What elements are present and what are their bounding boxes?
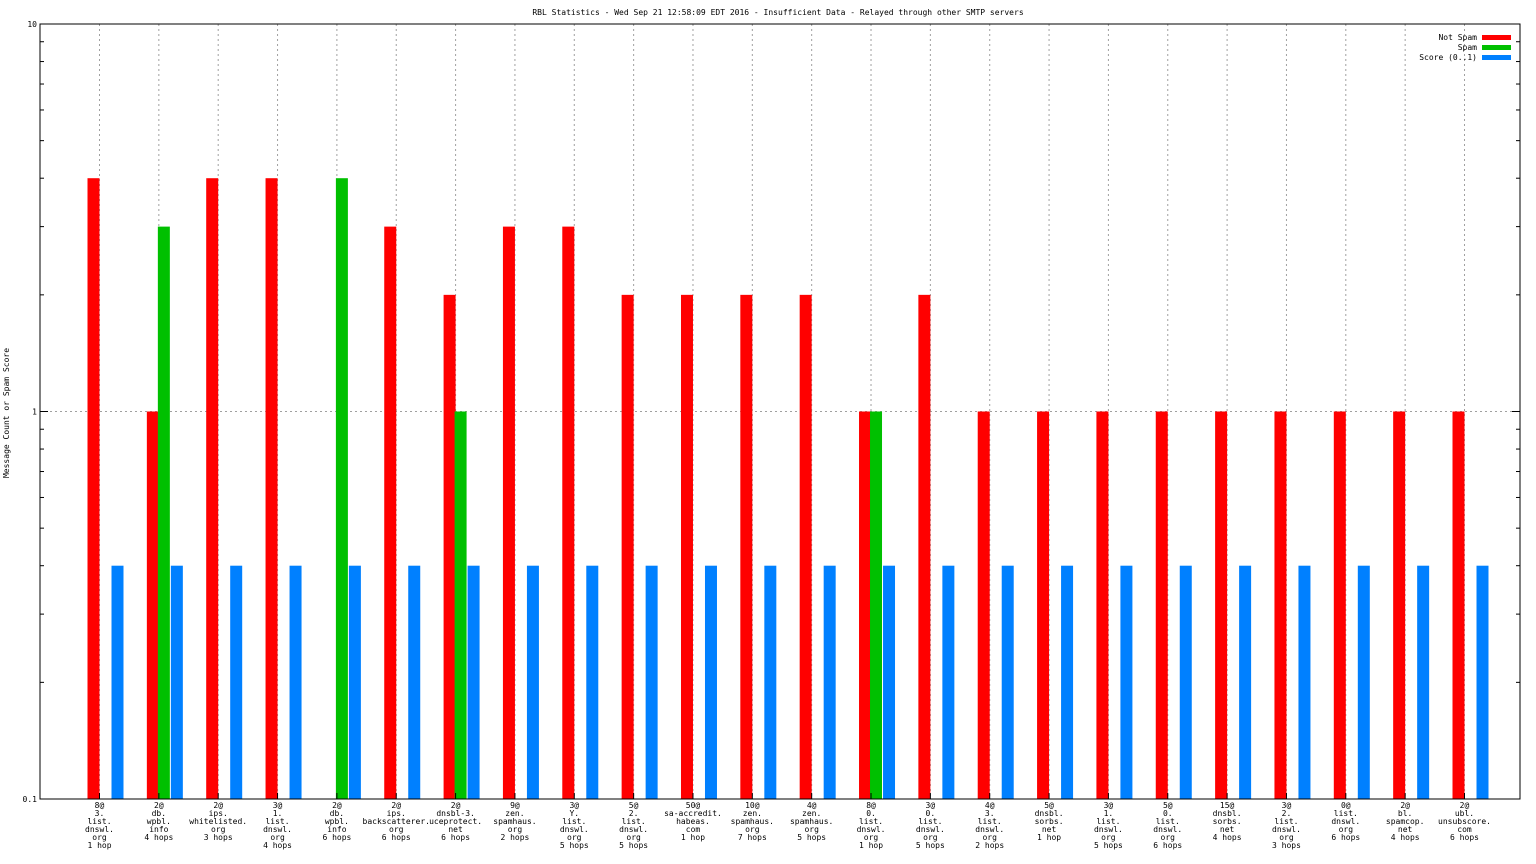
x-tick-label: 4@ 3. list. dnswl. org 2 hops [975, 801, 1004, 850]
x-tick-label: 50@ sa-accredit. habeas. com 1 hop [664, 801, 722, 842]
bar-not-spam [443, 294, 456, 799]
bar-not-spam [1393, 411, 1406, 799]
bar-score-0-1 [1120, 565, 1133, 799]
bar-score-0-1 [1417, 565, 1430, 799]
bar-spam [454, 411, 467, 799]
legend-label: Spam [1458, 43, 1477, 52]
bar-score-0-1 [467, 565, 480, 799]
bar-not-spam [1215, 411, 1228, 799]
bar-score-0-1 [348, 565, 361, 799]
bar-not-spam [1155, 411, 1168, 799]
x-tick-label: 3@ Y. list. dnswl. org 5 hops [560, 801, 589, 850]
bar-score-0-1 [942, 565, 955, 799]
chart-title: RBL Statistics - Wed Sep 21 12:58:09 EDT… [532, 8, 1023, 17]
bar-not-spam [799, 294, 812, 799]
x-tick-label: 2@ db. wpbl. info 4 hops [144, 801, 173, 842]
bar-not-spam [1333, 411, 1346, 799]
x-tick-label: 3@ 0. list. dnswl. org 5 hops [916, 801, 945, 850]
bar-score-0-1 [526, 565, 539, 799]
x-tick-label: 3@ 1. list. dnswl. org 4 hops [263, 801, 292, 850]
bar-score-0-1 [764, 565, 777, 799]
x-tick-label: 3@ 1. list. dnswl. org 5 hops [1094, 801, 1123, 850]
x-tick-label: 2@ ips. whitelisted. org 3 hops [189, 801, 247, 842]
x-axis-labels: 8@ 3. list. dnswl. org 1 hop 2@ db. wpbl. info 4 h… [85, 793, 1491, 850]
bar-score-0-1 [1476, 565, 1489, 799]
x-tick-label: 4@ zen. spamhaus. org 5 hops [790, 801, 833, 842]
bar-score-0-1 [1239, 565, 1252, 799]
bar-not-spam [146, 411, 159, 799]
bar-not-spam [740, 294, 753, 799]
x-tick-label: 8@ 3. list. dnswl. org 1 hop [85, 801, 114, 850]
bar-not-spam [206, 178, 219, 799]
x-tick-label: 15@ dnsbl. sorbs. net 4 hops [1213, 801, 1242, 842]
x-tick-label: 8@ 0. list. dnswl. org 1 hop [857, 801, 886, 850]
bar-not-spam [1037, 411, 1050, 799]
bar-not-spam [265, 178, 278, 799]
x-tick-label: 2@ ubl. unsubscore. com 6 hops [1438, 801, 1491, 842]
x-tick-label: 2@ db. wpbl. info 6 hops [322, 801, 351, 842]
bar-not-spam [1274, 411, 1287, 799]
bar-not-spam [680, 294, 693, 799]
legend-swatch [1482, 55, 1511, 60]
bar-score-0-1 [1001, 565, 1014, 799]
bar-spam [335, 178, 348, 799]
x-tick-label: 9@ zen. spamhaus. org 2 hops [493, 801, 536, 842]
bar-not-spam [1096, 411, 1109, 799]
bar-score-0-1 [883, 565, 896, 799]
bar-score-0-1 [1061, 565, 1074, 799]
x-tick-label: 10@ zen. spamhaus. org 7 hops [731, 801, 774, 842]
y-tick-label: 1 [32, 408, 37, 417]
bar-score-0-1 [111, 565, 124, 799]
bar-score-0-1 [1357, 565, 1370, 799]
bar-not-spam [859, 411, 872, 799]
bar-not-spam [562, 226, 575, 800]
x-tick-label: 5@ 2. list. dnswl. org 5 hops [619, 801, 648, 850]
bar-not-spam [918, 294, 931, 799]
bar-not-spam [384, 226, 397, 800]
legend-label: Not Spam [1438, 33, 1477, 42]
bar-not-spam [502, 226, 515, 800]
bar-score-0-1 [823, 565, 836, 799]
y-axis-label: Message Count or Spam Score [2, 348, 11, 478]
y-tick-label: 10 [27, 20, 37, 29]
x-tick-label: 0@ list. dnswl. org 6 hops [1331, 801, 1360, 842]
bar-score-0-1 [1179, 565, 1192, 799]
bar-score-0-1 [170, 565, 183, 799]
legend-label: Score (0..1) [1419, 53, 1477, 62]
bars [87, 178, 1489, 800]
x-tick-label: 5@ 0. list. dnswl. org 6 hops [1153, 801, 1182, 850]
bar-score-0-1 [408, 565, 421, 799]
bar-not-spam [977, 411, 990, 799]
y-tick-label: 0.1 [23, 795, 38, 804]
grid-lines [40, 24, 1520, 799]
bar-not-spam [87, 178, 100, 799]
bar-not-spam [1452, 411, 1465, 799]
bar-spam [870, 411, 883, 799]
bar-score-0-1 [230, 565, 243, 799]
bar-score-0-1 [645, 565, 658, 799]
x-tick-label: 2@ bl. spamcop. net 4 hops [1386, 801, 1425, 842]
bar-score-0-1 [289, 565, 302, 799]
bar-score-0-1 [586, 565, 599, 799]
bar-not-spam [621, 294, 634, 799]
y-axis-ticks: 10 1 0.1 [23, 20, 1520, 804]
x-tick-label: 2@ ips. backscatterer. org 6 hops [363, 801, 430, 842]
legend-swatch [1482, 35, 1511, 40]
bar-score-0-1 [704, 565, 717, 799]
bar-score-0-1 [1298, 565, 1311, 799]
legend-swatch [1482, 45, 1511, 50]
x-tick-label: 2@ dnsbl-3. uceprotect. net 6 hops [429, 801, 482, 842]
x-tick-label: 3@ 2. list. dnswl. org 3 hops [1272, 801, 1301, 850]
x-tick-label: 5@ dnsbl. sorbs. net 1 hop [1035, 801, 1064, 842]
bar-spam [157, 226, 170, 800]
